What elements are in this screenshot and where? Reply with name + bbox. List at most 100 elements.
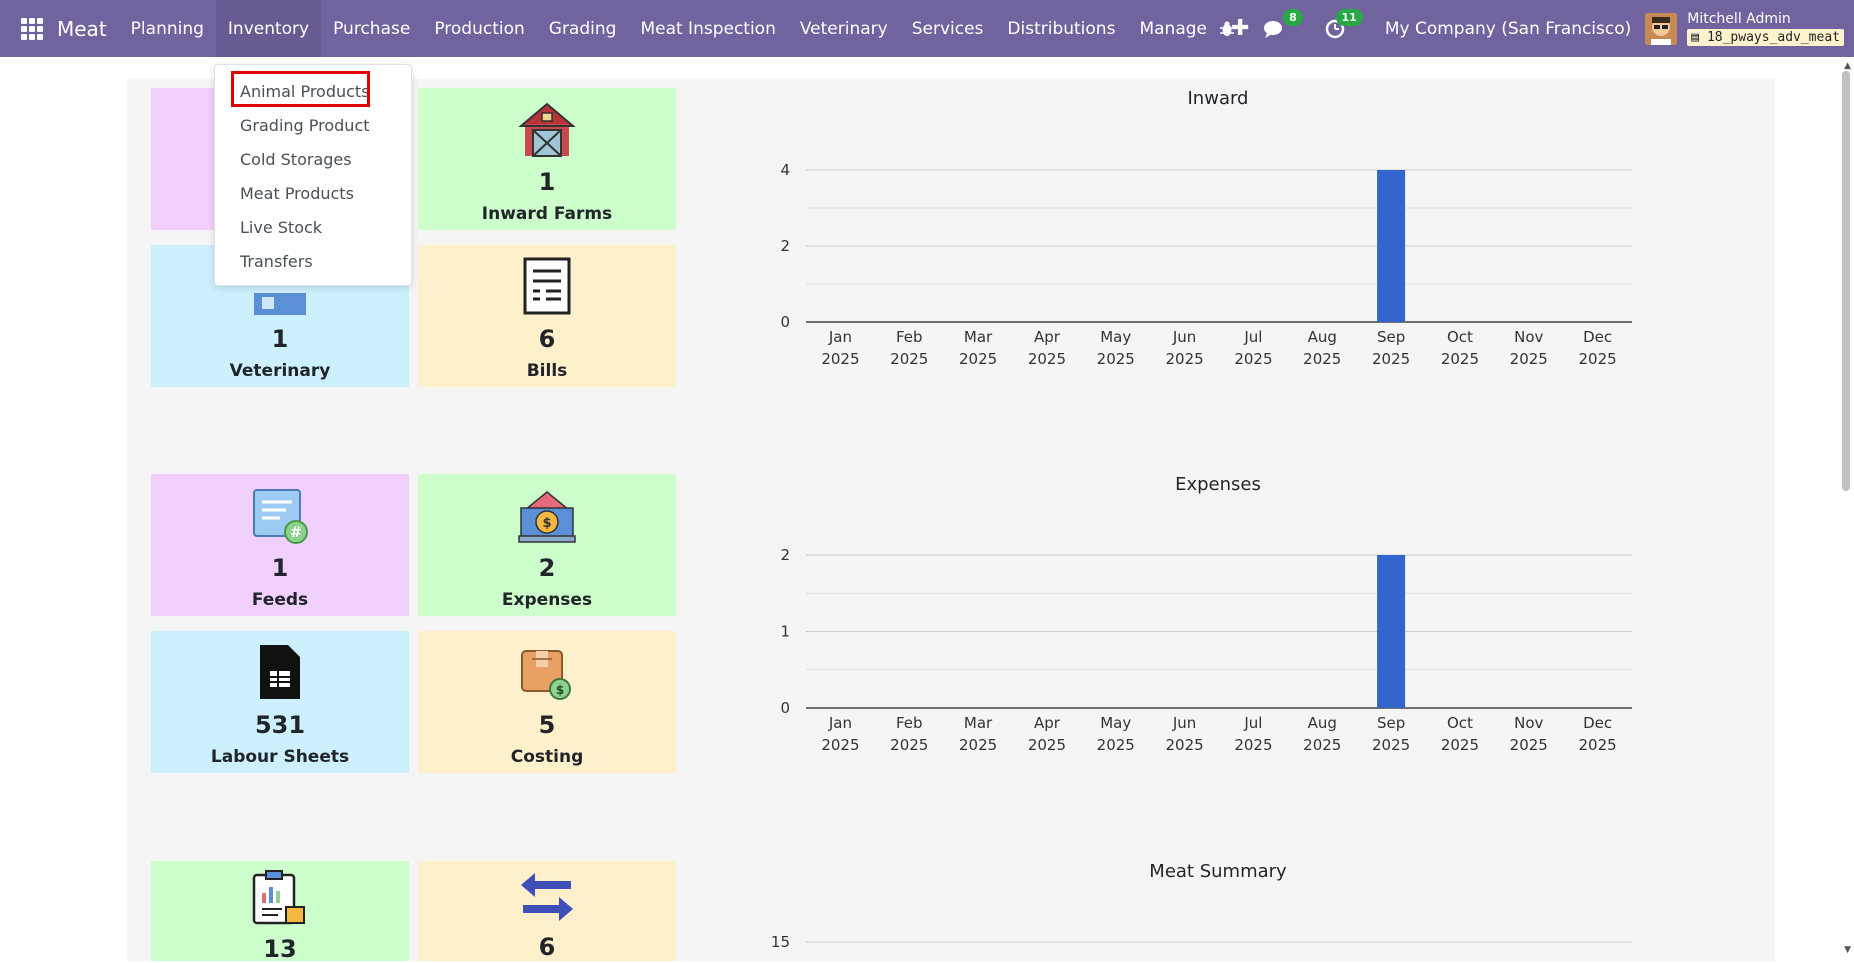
expenses-chart: 0 1 2 Jan 2025 Feb 2025 Mar 2025 Apr 2025 May 2025 Ju… bbox=[780, 546, 1632, 754]
menu-purchase[interactable]: Purchase bbox=[333, 18, 411, 39]
svg-text:#: # bbox=[290, 525, 302, 541]
x-tick-label: Feb bbox=[896, 328, 923, 346]
x-tick-label: 2025 bbox=[1165, 350, 1203, 368]
menu-manage[interactable]: Manage bbox=[1139, 18, 1207, 39]
menu-veterinary[interactable]: Veterinary bbox=[799, 18, 888, 39]
x-tick-label: Feb bbox=[896, 714, 923, 732]
dropdown-item-transfers[interactable]: Transfers bbox=[240, 252, 313, 271]
x-tick-label: Sep bbox=[1377, 714, 1405, 732]
x-tick-label: 2025 bbox=[1372, 736, 1410, 754]
tile-count: 6 bbox=[538, 325, 556, 353]
x-tick-label: 2025 bbox=[1097, 350, 1135, 368]
feed-icon: # bbox=[250, 482, 310, 544]
x-tick-label: Jan bbox=[828, 328, 852, 346]
veterinary-icon bbox=[250, 253, 310, 315]
x-tick-label: Jul bbox=[1243, 714, 1262, 732]
dropdown-item-live-stock[interactable]: Live Stock bbox=[240, 218, 323, 237]
tile-count: 1 bbox=[271, 554, 289, 582]
activity-clock-icon[interactable]: 11 bbox=[1321, 8, 1363, 43]
dropdown-item-meat-products[interactable]: Meat Products bbox=[240, 184, 354, 203]
report-icon bbox=[252, 869, 308, 925]
menu-services[interactable]: Services bbox=[911, 18, 984, 39]
tile-label: Feeds bbox=[251, 590, 309, 610]
tile-costing[interactable]: $ 5 Costing bbox=[418, 631, 676, 773]
add-menu-icon[interactable]: ✚ bbox=[1230, 16, 1250, 41]
dropdown-item-grading-product[interactable]: Grading Product bbox=[240, 116, 370, 135]
x-tick-label: 2025 bbox=[1028, 350, 1066, 368]
scroll-thumb[interactable] bbox=[1842, 71, 1850, 491]
x-tick-label: Nov bbox=[1514, 714, 1543, 732]
menu-production[interactable]: Production bbox=[434, 18, 525, 39]
app-brand[interactable]: Meat bbox=[57, 16, 107, 41]
tile-bills[interactable]: 6 Bills bbox=[418, 245, 676, 387]
tile-feeds[interactable]: # 1 Feeds bbox=[151, 474, 409, 616]
top-navbar: Meat Planning Inventory Purchase Product… bbox=[0, 0, 1854, 57]
svg-text:$: $ bbox=[556, 683, 564, 697]
user-avatar[interactable] bbox=[1645, 12, 1678, 45]
tile-label: Inward Farms bbox=[481, 204, 613, 224]
tile-count: 1 bbox=[538, 168, 556, 196]
scroll-up-icon[interactable]: ▲ bbox=[1844, 61, 1851, 71]
sheet-icon bbox=[258, 639, 302, 701]
tile-transfers[interactable]: 6 bbox=[418, 861, 676, 961]
x-tick-label: Dec bbox=[1583, 714, 1612, 732]
tile-count: 13 bbox=[263, 935, 297, 963]
chat-badge: 8 bbox=[1283, 8, 1303, 26]
main-menu: Planning Inventory Purchase Production G… bbox=[119, 0, 1262, 57]
chat-icon[interactable]: 8 bbox=[1261, 8, 1303, 43]
x-tick-label: 2025 bbox=[1234, 350, 1272, 368]
dropdown-item-cold-storages[interactable]: Cold Storages bbox=[240, 150, 352, 169]
x-tick-label: Jan bbox=[828, 714, 852, 732]
transfer-icon bbox=[519, 869, 575, 923]
tile-count: 5 bbox=[538, 711, 556, 739]
x-tick-label: 2025 bbox=[1303, 736, 1341, 754]
tile-inward-farms[interactable]: 1 Inward Farms bbox=[418, 88, 676, 230]
tile-label: Labour Sheets bbox=[210, 747, 350, 767]
database-tag: ▤ 18_pways_adv_meat bbox=[1687, 28, 1844, 46]
x-tick-label: 2025 bbox=[890, 350, 928, 368]
dropdown-item-animal-products[interactable]: Animal Products bbox=[215, 71, 411, 109]
tile-label: Costing bbox=[510, 747, 584, 767]
x-tick-label: Apr bbox=[1034, 328, 1061, 346]
menu-inventory[interactable]: Inventory bbox=[215, 0, 322, 57]
x-tick-label: 2025 bbox=[1441, 736, 1479, 754]
tile-report[interactable]: 13 bbox=[151, 861, 409, 963]
x-tick-label: 2025 bbox=[959, 736, 997, 754]
menu-distributions[interactable]: Distributions bbox=[1007, 18, 1116, 39]
page-scrollbar[interactable]: ▲ ▼ bbox=[1837, 57, 1854, 961]
y-tick-label: 0 bbox=[780, 699, 790, 717]
menu-meat-inspection[interactable]: Meat Inspection bbox=[640, 18, 776, 39]
menu-planning[interactable]: Planning bbox=[130, 18, 204, 39]
inventory-dropdown: Animal Products Grading Product Cold Sto… bbox=[214, 64, 412, 286]
x-tick-label: Aug bbox=[1308, 328, 1337, 346]
tile-count: 6 bbox=[538, 933, 556, 961]
x-tick-label: Jun bbox=[1172, 714, 1196, 732]
database-name: 18_pways_adv_meat bbox=[1706, 29, 1840, 45]
costing-icon: $ bbox=[520, 639, 574, 701]
x-tick-label: 2025 bbox=[1303, 350, 1341, 368]
x-tick-label: 2025 bbox=[1441, 350, 1479, 368]
x-tick-label: 2025 bbox=[1028, 736, 1066, 754]
x-tick-label: Jun bbox=[1172, 328, 1196, 346]
apps-grid-icon[interactable] bbox=[21, 17, 43, 40]
bug-icon[interactable] bbox=[1213, 15, 1241, 43]
x-tick-label: 2025 bbox=[1165, 736, 1203, 754]
tile-count: 531 bbox=[254, 711, 306, 739]
tile-count: 1 bbox=[271, 325, 289, 353]
x-tick-label: Jul bbox=[1243, 328, 1262, 346]
x-tick-label: 2025 bbox=[1578, 736, 1616, 754]
chart-title-inward: Inward bbox=[1187, 88, 1249, 109]
expense-icon: $ bbox=[517, 482, 577, 544]
x-tick-label: 2025 bbox=[1234, 736, 1272, 754]
x-tick-label: 2025 bbox=[1578, 350, 1616, 368]
tile-labour-sheets[interactable]: 531 Labour Sheets bbox=[151, 631, 409, 773]
company-switcher[interactable]: My Company (San Francisco) bbox=[1384, 18, 1632, 39]
tile-expenses[interactable]: $ 2 Expenses bbox=[418, 474, 676, 616]
scroll-down-icon[interactable]: ▼ bbox=[1844, 945, 1851, 955]
x-tick-label: 2025 bbox=[890, 736, 928, 754]
menu-grading[interactable]: Grading bbox=[548, 18, 617, 39]
document-icon bbox=[522, 253, 572, 315]
x-tick-label: 2025 bbox=[1510, 736, 1548, 754]
x-tick-label: 2025 bbox=[1372, 350, 1410, 368]
user-menu[interactable]: Mitchell Admin ▤ 18_pways_adv_meat bbox=[1687, 11, 1844, 46]
